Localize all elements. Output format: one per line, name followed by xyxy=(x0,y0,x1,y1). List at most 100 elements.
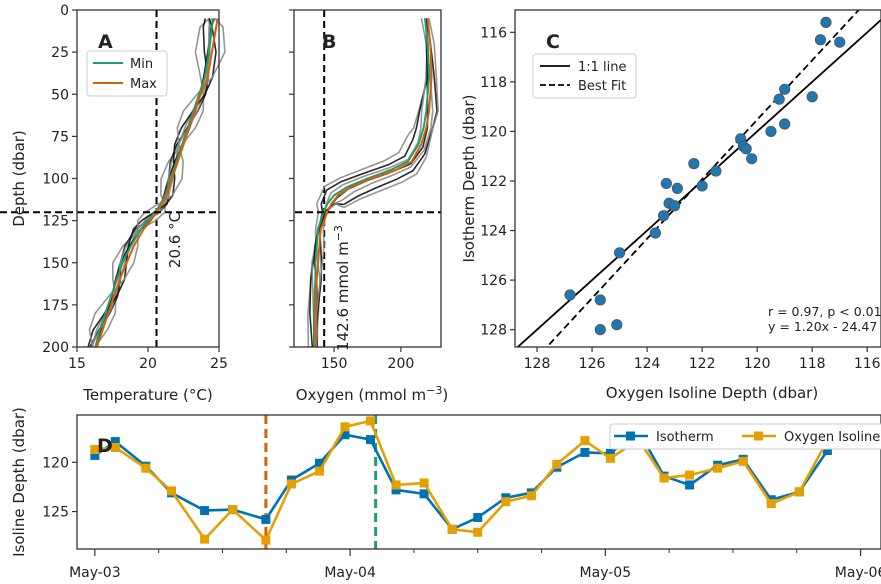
oxygen-isoline-marker xyxy=(261,535,271,545)
scatter-point xyxy=(594,294,606,306)
y-axis-label: Isotherm Depth (dbar) xyxy=(460,95,478,263)
axes-frame xyxy=(76,414,881,550)
scatter-point xyxy=(740,143,752,155)
annotation: 142.6 mmol m−3 xyxy=(332,225,352,351)
y-tick-label: 116 xyxy=(480,25,507,41)
scatter-point xyxy=(779,83,791,95)
isotherm-marker xyxy=(419,489,429,499)
oxygen-isoline-marker xyxy=(552,459,562,469)
legend-label: Max xyxy=(130,77,157,92)
oxygen-isoline-marker xyxy=(526,491,536,501)
oxygen-isoline-marker xyxy=(228,505,238,515)
oxygen-isoline-marker xyxy=(580,436,590,446)
profile-line xyxy=(87,18,217,348)
x-tick-label: May-04 xyxy=(324,565,376,581)
isotherm-marker xyxy=(314,458,324,468)
legend: Isotherm Oxygen Isoline xyxy=(609,423,881,450)
y-tick-label: 100 xyxy=(42,172,69,188)
y-tick-label: 175 xyxy=(42,298,69,314)
isotherm-marker xyxy=(473,512,483,522)
series-line-min xyxy=(94,18,215,348)
series-line-max xyxy=(95,18,219,348)
legend-box xyxy=(532,53,637,99)
y-tick-label: 0 xyxy=(60,3,69,19)
plot-area xyxy=(90,415,858,549)
panel-label: C xyxy=(546,31,560,53)
panel-label: B xyxy=(322,31,336,53)
scatter-point xyxy=(696,180,708,192)
best-fit-line xyxy=(545,10,860,347)
profile-line xyxy=(309,18,429,348)
x-tick-label: May-06 xyxy=(835,565,881,581)
x-tick-label: 122 xyxy=(689,356,716,372)
panel-label: D xyxy=(97,435,113,457)
profile-line xyxy=(307,18,429,348)
y-tick-label: 50 xyxy=(51,87,69,103)
y-tick-label: 125 xyxy=(42,505,69,521)
isotherm-marker xyxy=(340,430,350,440)
profile-line xyxy=(315,18,439,348)
oxygen-isoline-marker xyxy=(419,478,429,488)
oxygen-isoline-marker xyxy=(685,470,695,480)
isotherm-marker xyxy=(261,514,271,524)
oxygen-isoline-marker xyxy=(391,480,401,490)
scatter-point xyxy=(564,289,576,301)
y-tick-label: 118 xyxy=(480,75,507,91)
scatter-point xyxy=(688,158,700,170)
scatter-point xyxy=(710,165,722,177)
isotherm-marker xyxy=(366,435,376,445)
y-tick-label: 122 xyxy=(480,174,507,190)
scatter-point xyxy=(779,118,791,130)
x-tick-label: 15 xyxy=(68,356,86,372)
oxygen-isoline-marker xyxy=(766,499,776,509)
x-axis-label: Temperature (°C) xyxy=(82,386,212,404)
oxygen-isoline-marker xyxy=(794,487,804,497)
isotherm-marker xyxy=(822,445,832,455)
isotherm-marker xyxy=(90,450,100,460)
y-tick-label: 126 xyxy=(480,273,507,289)
panel-b: 150 200 Oxygen (mmol m−3) B 142.6 mmol m−3 xyxy=(289,9,448,404)
plot-area xyxy=(516,10,881,347)
scatter-point xyxy=(658,210,670,222)
scatter-point xyxy=(806,91,818,103)
isotherm-marker xyxy=(200,506,210,516)
oxygen-isoline-marker xyxy=(286,479,296,489)
legend-label: Best Fit xyxy=(578,79,626,94)
isotherm-marker xyxy=(580,447,590,457)
legend-marker-oxygen xyxy=(754,431,763,441)
isotherm-marker xyxy=(391,485,401,495)
legend-label: Oxygen Isoline xyxy=(784,430,880,445)
scatter-point xyxy=(746,153,758,165)
series-line-min xyxy=(313,18,431,347)
scatter-point xyxy=(773,93,785,105)
series-line-max xyxy=(314,18,433,347)
stats-fit: y = 1.20x - 24.47 xyxy=(768,319,877,334)
annotation: 20.6 °C xyxy=(166,212,184,268)
oxygen-isoline-marker xyxy=(713,463,723,473)
profile-line xyxy=(311,18,428,348)
isotherm-marker xyxy=(110,437,120,447)
oxygen-isoline-marker xyxy=(166,486,176,496)
x-axis-label: Oxygen (mmol m−3) xyxy=(296,384,448,404)
y-axis-label: Isoline Depth (dbar) xyxy=(10,407,28,557)
oxygen-isoline-marker xyxy=(340,422,350,432)
y-tick-label: 125 xyxy=(42,214,69,230)
oxygen-isoline-marker xyxy=(366,416,376,426)
x-tick-label: 200 xyxy=(388,356,415,372)
scatter-point xyxy=(611,319,623,331)
x-tick-label: 118 xyxy=(799,356,826,372)
oxygen-isoline-marker xyxy=(90,444,100,454)
y-tick-label: 120 xyxy=(480,124,507,140)
y-tick-label: 150 xyxy=(42,256,69,272)
x-axis-label: Oxygen Isoline Depth (dbar) xyxy=(606,384,818,402)
x-tick-label: May-03 xyxy=(69,565,121,581)
legend-label: Min xyxy=(130,57,153,72)
x-tick-label: 120 xyxy=(744,356,771,372)
scatter-point xyxy=(814,34,827,46)
scatter-point xyxy=(765,125,777,138)
y-tick-label: 124 xyxy=(480,224,507,240)
oxygen-isoline-marker xyxy=(314,466,324,476)
oxygen-isoline-marker xyxy=(738,456,748,466)
legend-label: 1:1 line xyxy=(578,60,627,75)
